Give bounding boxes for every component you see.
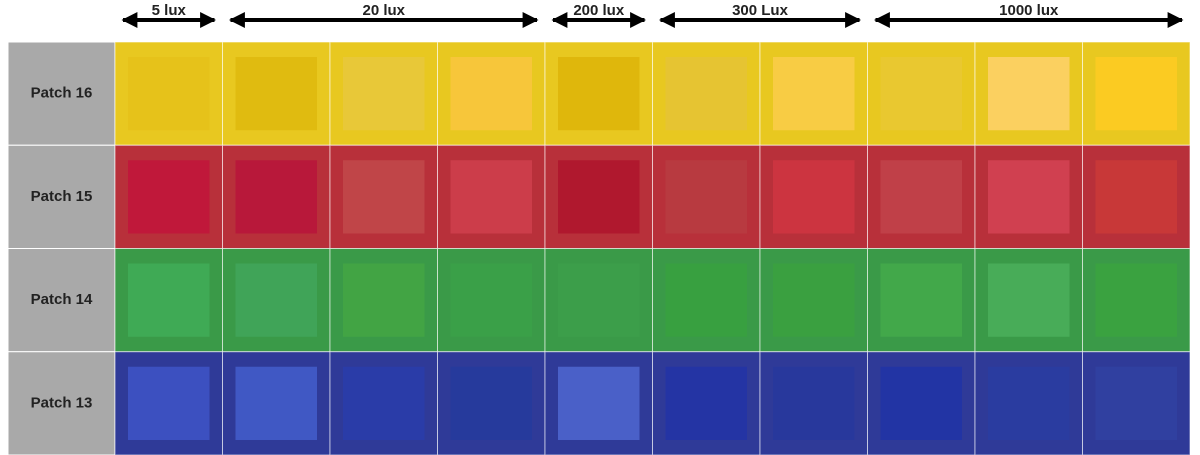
patch bbox=[665, 263, 747, 337]
patch bbox=[450, 366, 532, 440]
patch bbox=[1095, 57, 1177, 131]
patch bbox=[665, 160, 747, 234]
patch bbox=[450, 57, 532, 131]
group-label: 5 lux bbox=[152, 2, 187, 19]
patch bbox=[558, 57, 640, 131]
patch bbox=[988, 366, 1070, 440]
group-label: 200 lux bbox=[573, 2, 625, 19]
patch bbox=[1095, 263, 1177, 337]
patch bbox=[235, 57, 317, 131]
row-label: Patch 13 bbox=[31, 394, 93, 411]
patch bbox=[235, 263, 317, 337]
patch bbox=[343, 366, 425, 440]
group-label: 1000 lux bbox=[999, 2, 1059, 19]
row-label-cell bbox=[7, 351, 116, 455]
patch bbox=[988, 57, 1070, 131]
patch bbox=[880, 57, 962, 131]
patch bbox=[343, 57, 425, 131]
patch bbox=[988, 263, 1070, 337]
patch bbox=[773, 263, 855, 337]
patch bbox=[880, 263, 962, 337]
patch bbox=[235, 160, 317, 234]
row-label: Patch 14 bbox=[31, 291, 93, 308]
group-label: 300 Lux bbox=[732, 2, 789, 19]
group-label: 20 lux bbox=[362, 2, 405, 19]
patch bbox=[235, 366, 317, 440]
patch bbox=[665, 366, 747, 440]
patch bbox=[128, 160, 210, 234]
patch bbox=[773, 366, 855, 440]
patch bbox=[880, 366, 962, 440]
row-label: Patch 15 bbox=[31, 188, 93, 205]
patch bbox=[343, 263, 425, 337]
patch bbox=[343, 160, 425, 234]
row-label-cell bbox=[7, 248, 116, 353]
patch bbox=[773, 160, 855, 234]
patch bbox=[128, 57, 210, 131]
row-label: Patch 16 bbox=[31, 85, 93, 102]
patch bbox=[558, 366, 640, 440]
patch bbox=[988, 160, 1070, 234]
patch bbox=[773, 57, 855, 131]
patch bbox=[450, 160, 532, 234]
patch bbox=[558, 263, 640, 337]
patch bbox=[558, 160, 640, 234]
patch bbox=[1095, 160, 1177, 234]
patch bbox=[128, 263, 210, 337]
patch bbox=[1095, 366, 1177, 440]
patch bbox=[880, 160, 962, 234]
patch bbox=[665, 57, 747, 131]
patch bbox=[128, 366, 210, 440]
row-label-cell bbox=[7, 41, 116, 146]
patch bbox=[450, 263, 532, 337]
